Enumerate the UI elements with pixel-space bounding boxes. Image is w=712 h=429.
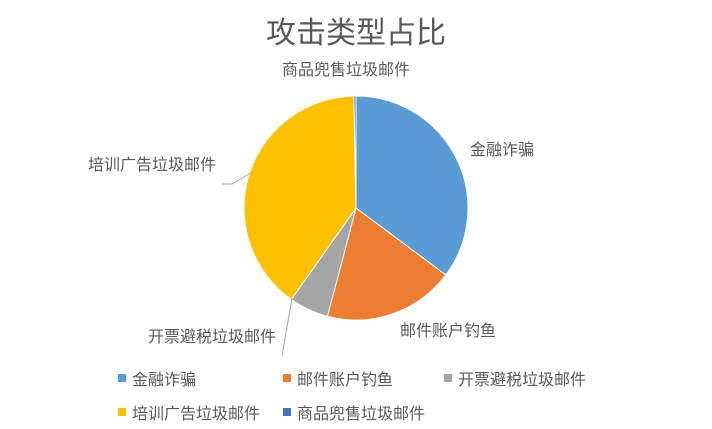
data-label-3: 培训广告垃圾邮件 (88, 155, 216, 174)
legend-swatch (444, 374, 452, 382)
legend-swatch (283, 408, 291, 416)
chart-title: 攻击类型占比 (266, 16, 446, 51)
leader-line (281, 297, 293, 357)
legend-item-1: 邮件账户钓鱼 (283, 366, 393, 390)
legend-label: 金融诈骗 (132, 370, 197, 389)
pie-slice-1 (326, 207, 447, 321)
legend-swatch (118, 408, 126, 416)
leader-line (222, 171, 253, 185)
legend-label: 商品兜售垃圾邮件 (297, 404, 426, 423)
data-label-1: 邮件账户钓鱼 (400, 321, 496, 340)
data-label-0: 金融诈骗 (470, 140, 534, 159)
legend-label: 邮件账户钓鱼 (297, 370, 394, 389)
pie-slice-3 (243, 95, 357, 301)
legend-swatch (283, 374, 291, 382)
data-label-4: 商品兜售垃圾邮件 (282, 60, 410, 79)
legend-item-0: 金融诈骗 (118, 366, 196, 390)
legend-swatch (118, 374, 126, 382)
data-label-2: 开票避税垃圾邮件 (148, 327, 276, 346)
pie-slice-0 (355, 95, 469, 276)
legend-item-3: 培训广告垃圾邮件 (118, 400, 260, 424)
legend-label: 开票避税垃圾邮件 (458, 370, 587, 389)
legend-item-4: 商品兜售垃圾邮件 (283, 400, 425, 424)
legend-item-2: 开票避税垃圾邮件 (444, 366, 586, 390)
legend-label: 培训广告垃圾邮件 (132, 404, 261, 423)
pie-slice-4 (353, 95, 357, 209)
